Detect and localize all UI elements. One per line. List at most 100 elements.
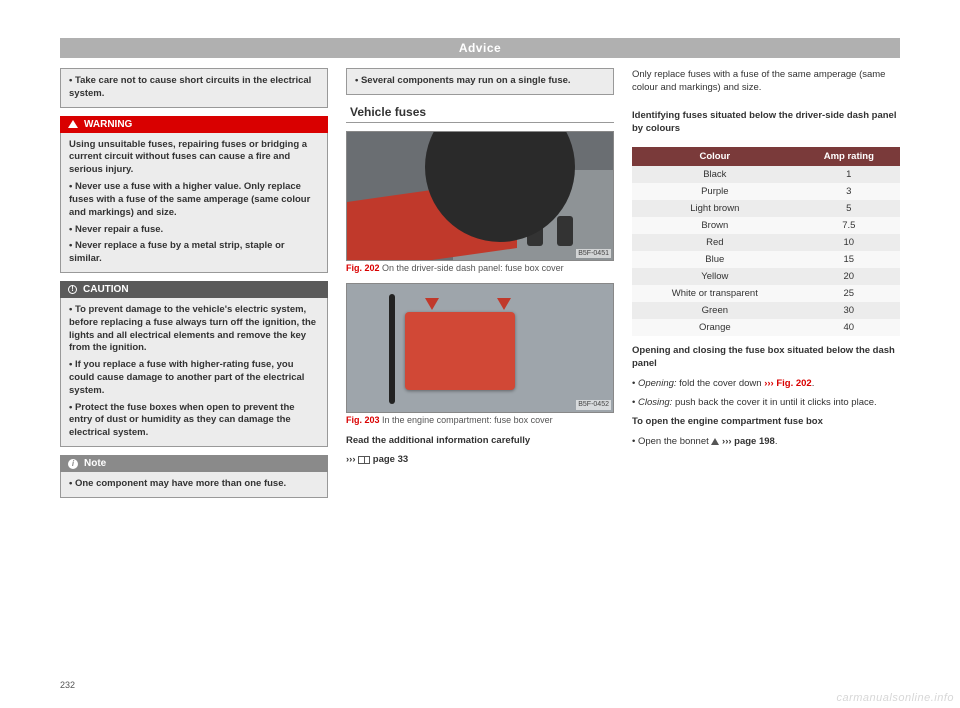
info-icon: i — [68, 459, 78, 469]
cell-colour: Green — [632, 302, 798, 319]
read-more-page: page 33 — [373, 454, 408, 465]
caution-icon: ! — [68, 285, 77, 294]
fig-ref: ››› Fig. 202 — [764, 378, 812, 389]
cable-icon — [389, 294, 395, 404]
caution-p1: • To prevent damage to the vehicle's ele… — [69, 304, 319, 355]
warning-triangle-icon — [711, 438, 719, 445]
opening-label: Opening: — [638, 378, 677, 389]
caution-p3: • Protect the fuse boxes when open to pr… — [69, 402, 319, 440]
figure-202-label: B5F-0451 — [576, 249, 611, 258]
cell-amp: 1 — [798, 166, 900, 183]
cell-colour: Purple — [632, 183, 798, 200]
closing-label: Closing: — [638, 397, 672, 408]
figure-202-image: B5F-0451 — [346, 131, 614, 261]
caution-p2: • If you replace a fuse with higher-rati… — [69, 359, 319, 397]
watermark: carmanualsonline.info — [836, 692, 954, 704]
note-continuation: • Take care not to cause short circuits … — [60, 68, 328, 108]
read-more: Read the additional information carefull… — [346, 434, 614, 473]
opening-line: • Opening: fold the cover down ››› Fig. … — [632, 377, 900, 390]
note-continuation-2: • Several components may run on a single… — [346, 68, 614, 95]
warning-block: WARNING Using unsuitable fuses, repairin… — [60, 116, 328, 273]
fusebox-icon — [405, 312, 515, 390]
warning-p3: • Never repair a fuse. — [69, 224, 319, 237]
page-ref: ››› page 198 — [722, 436, 775, 447]
th-colour: Colour — [632, 147, 798, 166]
cell-amp: 30 — [798, 302, 900, 319]
caution-title: CAUTION — [83, 284, 129, 295]
warning-p4: • Never replace a fuse by a metal strip,… — [69, 240, 319, 266]
figure-203-image: B5F-0452 — [346, 283, 614, 413]
cell-amp: 15 — [798, 251, 900, 268]
page-number: 232 — [60, 680, 75, 690]
content-columns: • Take care not to cause short circuits … — [60, 68, 900, 498]
cell-colour: Blue — [632, 251, 798, 268]
vehicle-fuses-heading: Vehicle fuses — [346, 105, 614, 123]
amp-rating-table: Colour Amp rating Black1 Purple3 Light b… — [632, 147, 900, 336]
table-row: Brown7.5 — [632, 217, 900, 234]
figure-203-number: Fig. 203 — [346, 415, 380, 425]
cell-colour: Red — [632, 234, 798, 251]
figure-202: B5F-0451 Fig. 202 On the driver-side das… — [346, 131, 614, 275]
note-title: Note — [84, 458, 106, 469]
book-icon — [358, 456, 370, 464]
th-amp: Amp rating — [798, 147, 900, 166]
cell-colour: Black — [632, 166, 798, 183]
note-body: • One component may have more than one f… — [60, 472, 328, 498]
table-row: Blue15 — [632, 251, 900, 268]
table-row: Black1 — [632, 166, 900, 183]
caution-block: ! CAUTION • To prevent damage to the veh… — [60, 281, 328, 447]
figure-202-caption: Fig. 202 On the driver-side dash panel: … — [346, 263, 614, 275]
figure-202-text: On the driver-side dash panel: fuse box … — [382, 263, 564, 273]
intro-p: Only replace fuses with a fuse of the sa… — [632, 68, 900, 95]
cell-colour: Light brown — [632, 200, 798, 217]
pedal-icon — [557, 216, 573, 246]
column-3: Only replace fuses with a fuse of the sa… — [632, 68, 900, 498]
arrow-icon: ››› — [346, 454, 356, 465]
table-row: White or transparent25 — [632, 285, 900, 302]
table-row: Orange40 — [632, 319, 900, 336]
opening-heading: Opening and closing the fuse box situate… — [632, 344, 900, 371]
engine-heading: To open the engine compartment fuse box — [632, 415, 900, 428]
manual-page: Advice • Take care not to cause short ci… — [60, 38, 900, 678]
cell-colour: White or transparent — [632, 285, 798, 302]
cell-amp: 25 — [798, 285, 900, 302]
cell-amp: 40 — [798, 319, 900, 336]
period: . — [775, 436, 778, 447]
column-1: • Take care not to cause short circuits … — [60, 68, 328, 498]
cell-colour: Yellow — [632, 268, 798, 285]
cell-amp: 10 — [798, 234, 900, 251]
table-row: Purple3 — [632, 183, 900, 200]
page-header: Advice — [60, 38, 900, 58]
warning-triangle-icon — [68, 120, 78, 128]
column-2: • Several components may run on a single… — [346, 68, 614, 498]
table-row: Green30 — [632, 302, 900, 319]
closing-text: push back the cover it in until it click… — [675, 397, 877, 408]
table-row: Red10 — [632, 234, 900, 251]
warning-p1: Using unsuitable fuses, repairing fuses … — [69, 139, 319, 177]
warning-p2: • Never use a fuse with a higher value. … — [69, 181, 319, 219]
table-row: Light brown5 — [632, 200, 900, 217]
engine-line: • Open the bonnet ››› page 198. — [632, 435, 900, 448]
engine-text: • Open the bonnet — [632, 436, 711, 447]
closing-line: • Closing: push back the cover it in unt… — [632, 396, 900, 409]
opening-closing-section: Opening and closing the fuse box situate… — [632, 344, 900, 454]
cell-colour: Brown — [632, 217, 798, 234]
intro-text: Only replace fuses with a fuse of the sa… — [632, 68, 900, 101]
warning-body: Using unsuitable fuses, repairing fuses … — [60, 133, 328, 273]
period: . — [812, 378, 815, 389]
figure-203: B5F-0452 Fig. 203 In the engine compartm… — [346, 283, 614, 427]
figure-202-number: Fig. 202 — [346, 263, 380, 273]
caution-body: • To prevent damage to the vehicle's ele… — [60, 298, 328, 447]
note-p1: • One component may have more than one f… — [69, 478, 319, 491]
read-more-line1: Read the additional information carefull… — [346, 434, 614, 447]
cell-colour: Orange — [632, 319, 798, 336]
caution-header: ! CAUTION — [60, 281, 328, 298]
arrow-down-icon — [425, 298, 439, 310]
cell-amp: 7.5 — [798, 217, 900, 234]
warning-header: WARNING — [60, 116, 328, 133]
figure-203-caption: Fig. 203 In the engine compartment: fuse… — [346, 415, 614, 427]
cell-amp: 5 — [798, 200, 900, 217]
table-header-row: Colour Amp rating — [632, 147, 900, 166]
bullet-icon: • — [632, 397, 635, 408]
warning-title: WARNING — [84, 119, 132, 130]
